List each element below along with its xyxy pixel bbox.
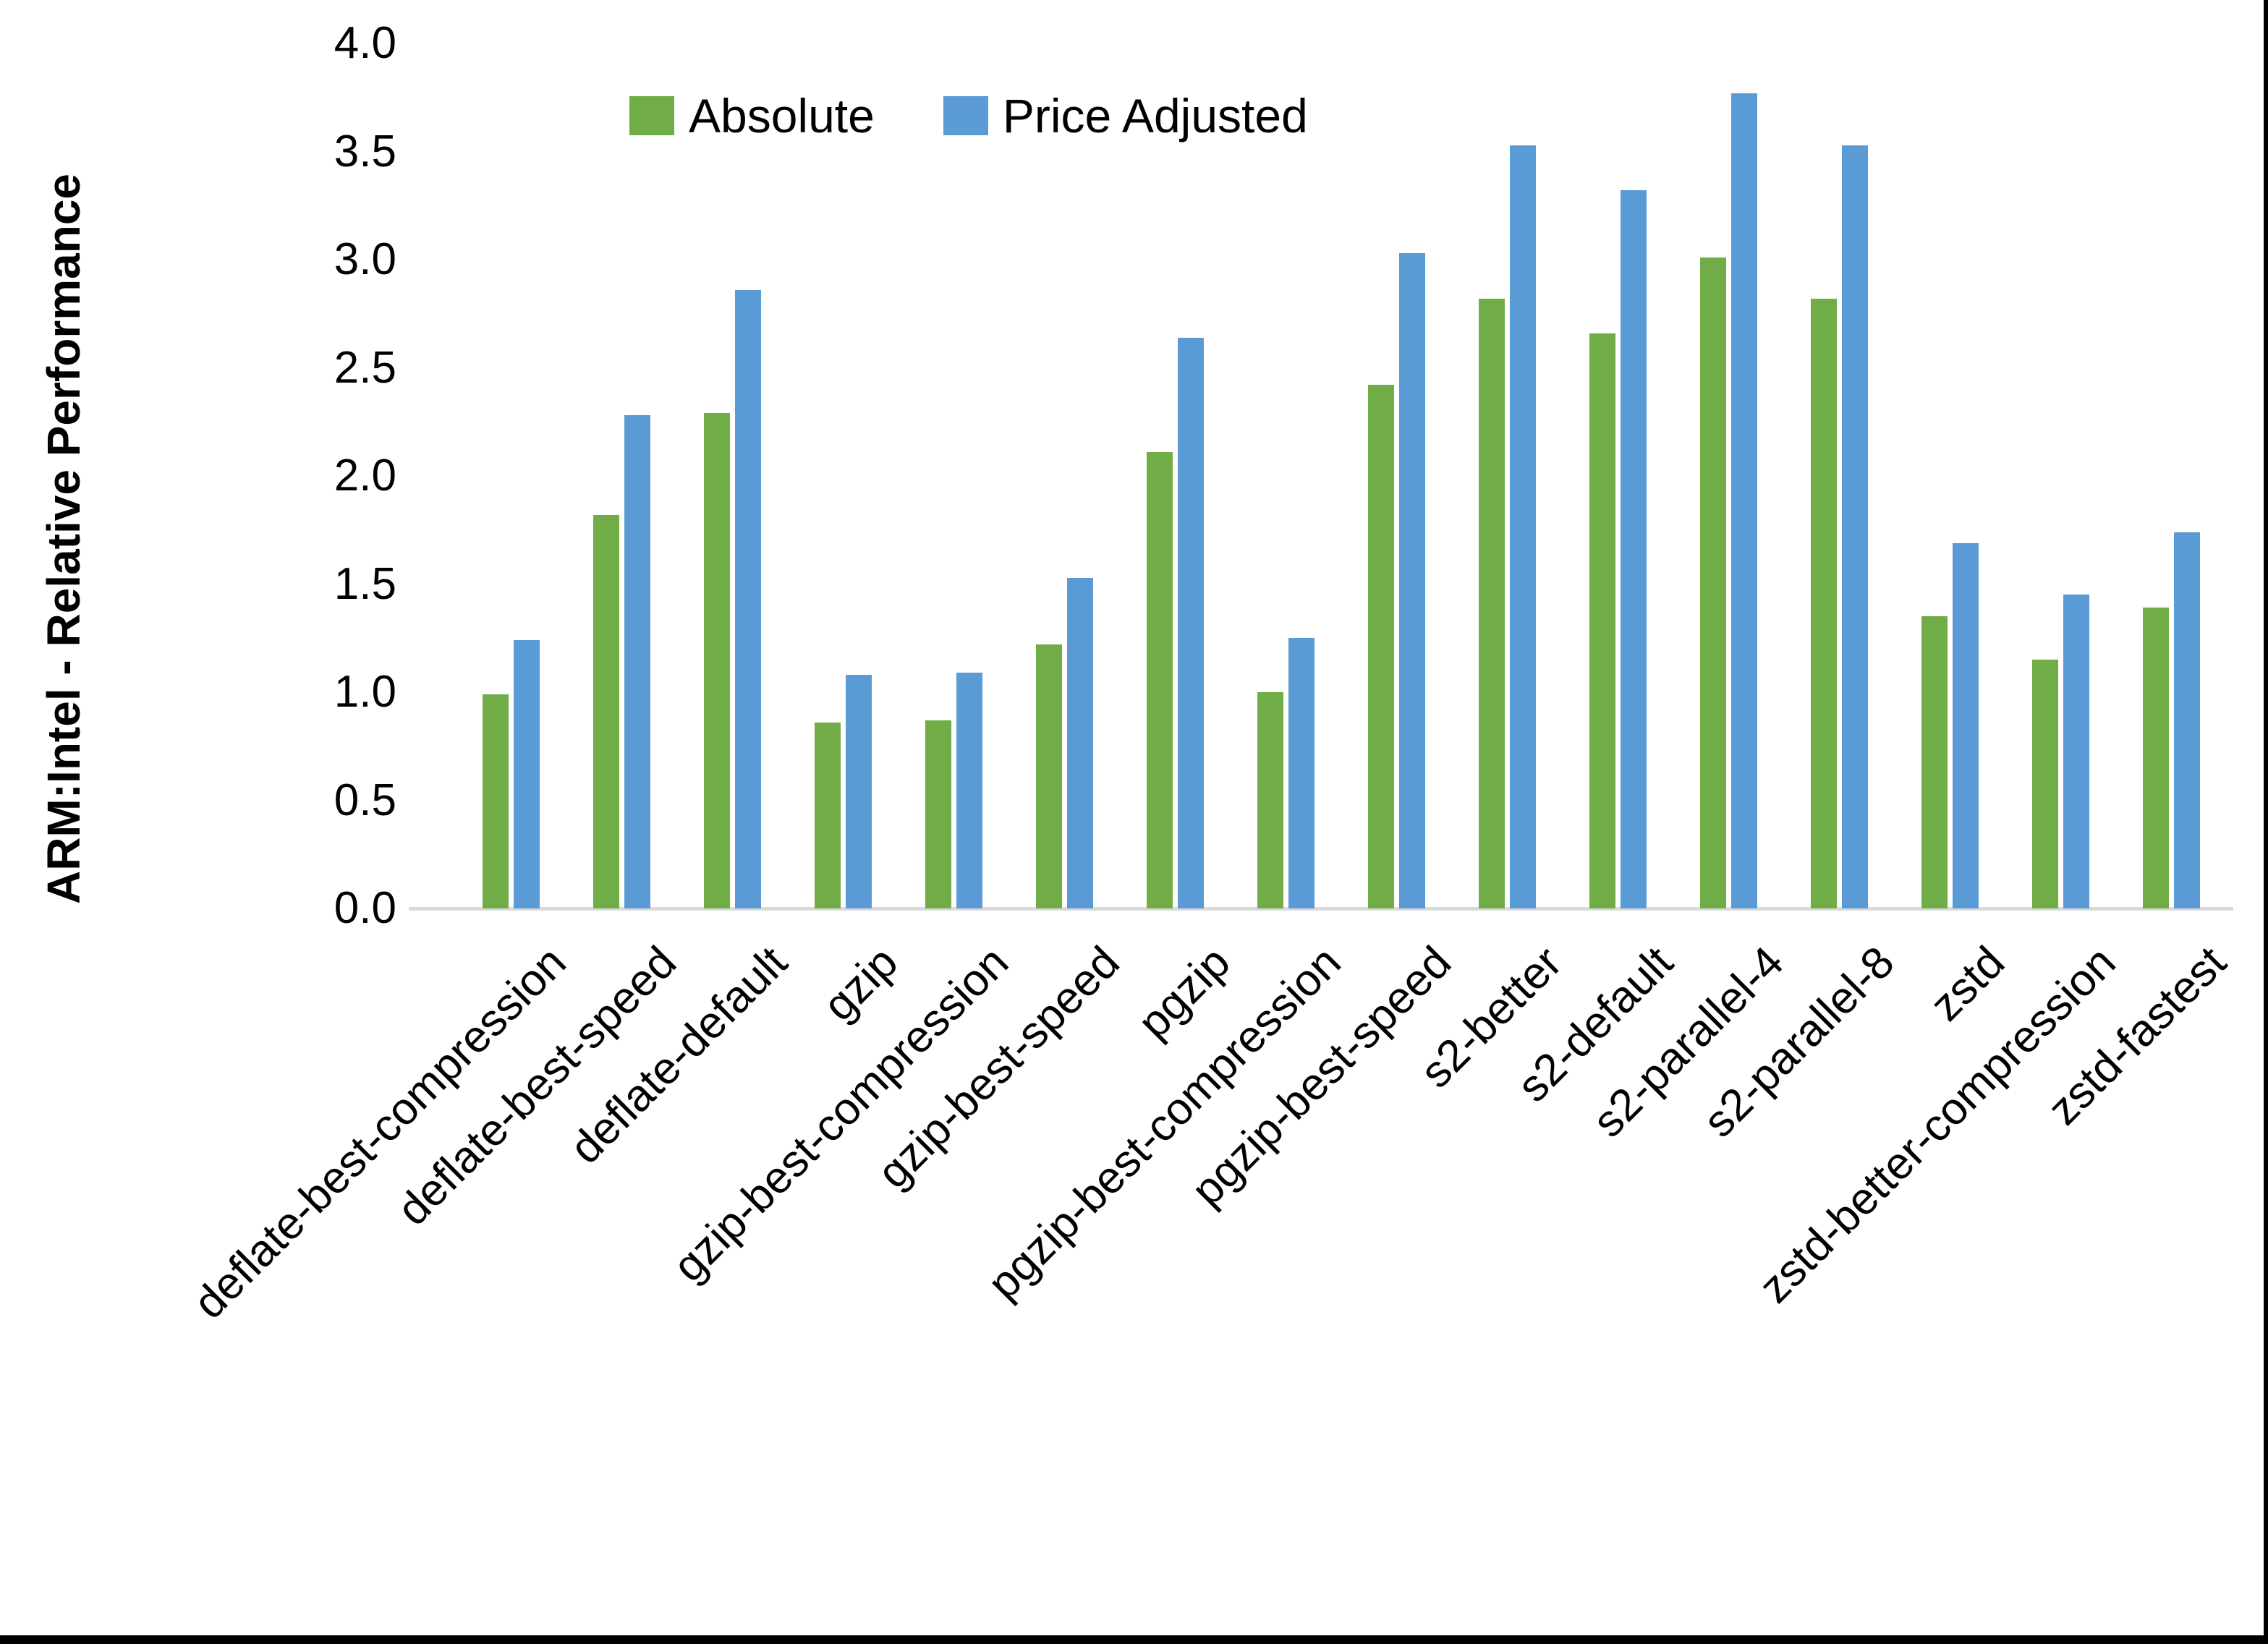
bar-absolute-gzip-best-speed bbox=[1036, 644, 1062, 908]
y-axis-tick-label: 3.5 bbox=[334, 126, 396, 176]
y-axis-tick-label: 0.5 bbox=[334, 775, 396, 825]
y-axis-title: ARM:Intel - Relative Performance bbox=[38, 173, 90, 905]
bar-absolute-deflate-best-compression bbox=[483, 694, 509, 908]
bar-price-adjusted-deflate-default bbox=[735, 289, 761, 908]
bar-absolute-gzip bbox=[815, 722, 841, 908]
legend: Absolute Price Adjusted bbox=[629, 88, 1308, 143]
bar-absolute-s2-better bbox=[1479, 298, 1505, 908]
bar-price-adjusted-gzip-best-compression bbox=[956, 673, 982, 908]
bar-price-adjusted-gzip bbox=[846, 675, 872, 908]
bar-absolute-s2-parallel-4 bbox=[1700, 257, 1726, 908]
bar-absolute-zstd bbox=[1921, 616, 1948, 908]
bar-price-adjusted-s2-better bbox=[1510, 145, 1536, 908]
bar-price-adjusted-s2-parallel-8 bbox=[1842, 145, 1868, 908]
legend-label-absolute: Absolute bbox=[689, 89, 875, 142]
bar-absolute-s2-parallel-8 bbox=[1811, 298, 1837, 908]
x-axis-tick-label-gzip: gzip bbox=[814, 937, 908, 1031]
bar-price-adjusted-pgzip bbox=[1178, 337, 1204, 908]
bar-price-adjusted-gzip-best-speed bbox=[1067, 577, 1093, 908]
bar-absolute-zstd-better-compression bbox=[2032, 660, 2058, 908]
bar-price-adjusted-pgzip-best-compression bbox=[1288, 638, 1314, 908]
y-axis-tick-label: 3.0 bbox=[334, 234, 396, 284]
legend-swatch-price-adjusted bbox=[943, 96, 988, 135]
bar-price-adjusted-zstd-fastest bbox=[2174, 532, 2200, 908]
bar-price-adjusted-s2-default bbox=[1621, 190, 1647, 908]
x-axis-baseline bbox=[409, 907, 2233, 911]
x-axis-tick-label-zstd: zstd bbox=[1921, 937, 2015, 1031]
bar-absolute-s2-default bbox=[1589, 333, 1615, 908]
y-axis-tick-label: 0.0 bbox=[334, 883, 396, 933]
legend-label-price-adjusted: Price Adjusted bbox=[1002, 89, 1308, 142]
bar-price-adjusted-zstd-better-compression bbox=[2063, 595, 2089, 908]
legend-swatch-absolute bbox=[629, 96, 674, 135]
bar-price-adjusted-s2-parallel-4 bbox=[1731, 93, 1757, 908]
bar-price-adjusted-pgzip-best-speed bbox=[1399, 253, 1425, 908]
bar-absolute-deflate-default bbox=[704, 413, 730, 908]
bar-absolute-pgzip bbox=[1147, 452, 1173, 908]
bar-absolute-pgzip-best-compression bbox=[1257, 692, 1283, 908]
bar-price-adjusted-deflate-best-compression bbox=[514, 640, 540, 908]
y-axis-tick-label: 2.5 bbox=[334, 342, 396, 393]
y-axis-tick-label: 4.0 bbox=[334, 18, 396, 68]
bar-absolute-zstd-fastest bbox=[2143, 608, 2169, 908]
y-axis-tick-label: 1.5 bbox=[334, 558, 396, 609]
bar-absolute-pgzip-best-speed bbox=[1368, 385, 1394, 908]
bar-price-adjusted-zstd bbox=[1953, 542, 1979, 908]
y-axis-tick-label: 2.0 bbox=[334, 451, 396, 501]
bar-price-adjusted-deflate-best-speed bbox=[624, 415, 650, 908]
bar-absolute-gzip-best-compression bbox=[925, 720, 951, 908]
bar-absolute-deflate-best-speed bbox=[593, 514, 619, 908]
y-axis-tick-label: 1.0 bbox=[334, 667, 396, 717]
